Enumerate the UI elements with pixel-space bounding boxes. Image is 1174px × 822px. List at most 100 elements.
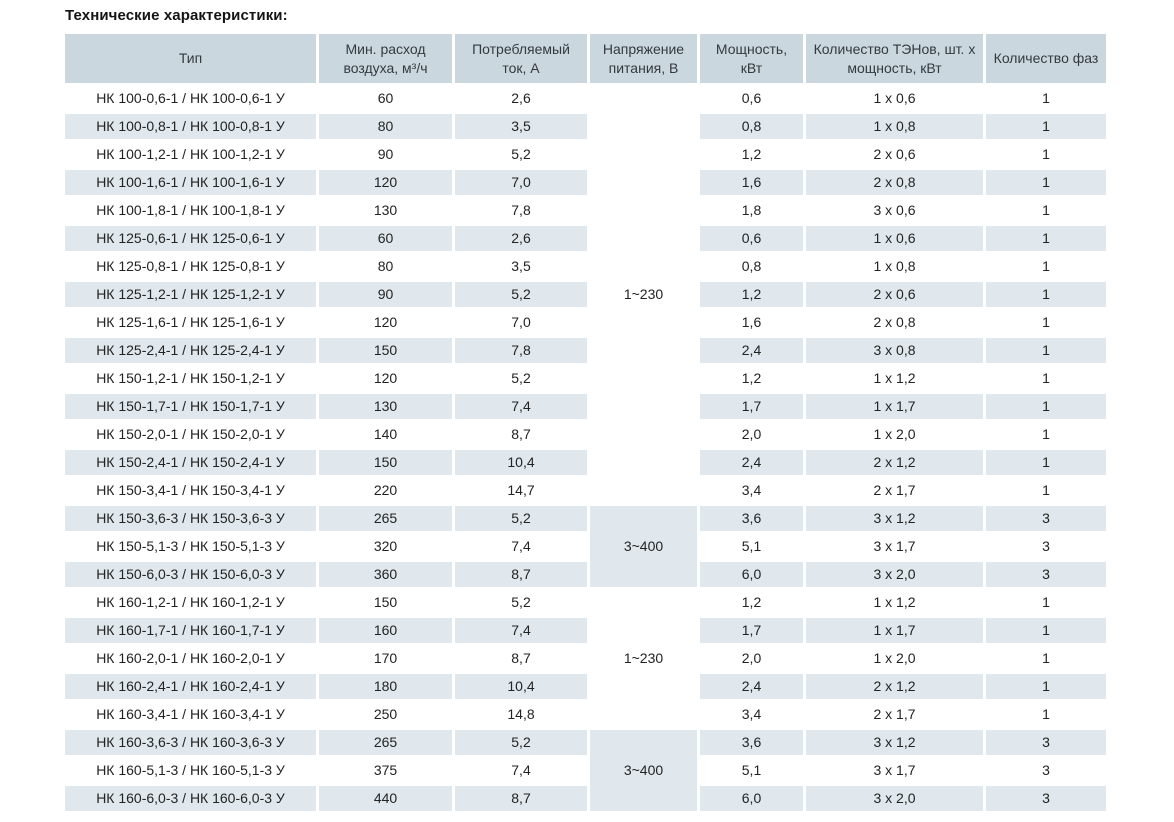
cell-phases: 3 xyxy=(986,758,1106,783)
cell-phases: 1 xyxy=(986,702,1106,727)
table-row: НК 160-5,1-3 / НК 160-5,1-3 У 375 7,4 5,1 3 … xyxy=(65,758,1106,783)
cell-type: НК 125-0,8-1 / НК 125-0,8-1 У xyxy=(65,254,316,279)
cell-tens: 3 х 0,8 xyxy=(806,338,983,363)
table-row: НК 160-2,0-1 / НК 160-2,0-1 У 170 8,7 2,0 1 … xyxy=(65,646,1106,671)
cell-tens: 1 х 1,7 xyxy=(806,394,983,419)
cell-phases: 1 xyxy=(986,170,1106,195)
cell-current: 7,0 xyxy=(455,310,587,335)
cell-power: 0,8 xyxy=(700,114,803,139)
cell-type: НК 150-6,0-3 / НК 150-6,0-3 У xyxy=(65,562,316,587)
cell-airflow: 250 xyxy=(319,702,452,727)
cell-current: 2,6 xyxy=(455,86,587,111)
cell-type: НК 125-0,6-1 / НК 125-0,6-1 У xyxy=(65,226,316,251)
cell-tens: 3 х 2,0 xyxy=(806,786,983,811)
cell-type: НК 125-1,6-1 / НК 125-1,6-1 У xyxy=(65,310,316,335)
cell-power: 1,6 xyxy=(700,310,803,335)
cell-airflow: 180 xyxy=(319,674,452,699)
cell-tens: 3 х 1,7 xyxy=(806,758,983,783)
cell-type: НК 160-2,4-1 / НК 160-2,4-1 У xyxy=(65,674,316,699)
cell-power: 3,6 xyxy=(700,506,803,531)
cell-power: 2,0 xyxy=(700,422,803,447)
table-row: НК 160-3,6-3 / НК 160-3,6-3 У 265 5,2 3~400… xyxy=(65,730,1106,811)
cell-phases: 3 xyxy=(986,534,1106,559)
cell-phases: 1 xyxy=(986,590,1106,615)
table-row: НК 150-6,0-3 / НК 150-6,0-3 У 360 8,7 6,0 3 … xyxy=(65,562,1106,587)
column-header-0: Тип xyxy=(65,34,316,83)
column-header-1: Мин. расход воздуха, м³/ч xyxy=(319,34,452,83)
cell-phases: 1 xyxy=(986,674,1106,699)
cell-power: 1,2 xyxy=(700,366,803,391)
cell-phases: 1 xyxy=(986,142,1106,167)
cell-tens: 1 х 0,8 xyxy=(806,114,983,139)
cell-phases: 1 xyxy=(986,366,1106,391)
cell-tens: 2 х 1,2 xyxy=(806,674,983,699)
cell-airflow: 320 xyxy=(319,534,452,559)
cell-current: 5,2 xyxy=(455,590,587,615)
table-row: НК 150-3,4-1 / НК 150-3,4-1 У 220 14,7 3,4 2… xyxy=(65,478,1106,503)
cell-type: НК 160-3,6-3 / НК 160-3,6-3 У xyxy=(65,730,316,755)
cell-power: 0,8 xyxy=(700,254,803,279)
cell-power: 3,4 xyxy=(700,478,803,503)
cell-type: НК 150-1,7-1 / НК 150-1,7-1 У xyxy=(65,394,316,419)
cell-airflow: 120 xyxy=(319,170,452,195)
cell-power: 1,2 xyxy=(700,590,803,615)
cell-type: НК 150-5,1-3 / НК 150-5,1-3 У xyxy=(65,534,316,559)
cell-airflow: 80 xyxy=(319,254,452,279)
table-row: НК 160-2,4-1 / НК 160-2,4-1 У 180 10,4 2,4 2… xyxy=(65,674,1106,699)
cell-type: НК 150-3,4-1 / НК 150-3,4-1 У xyxy=(65,478,316,503)
cell-current: 3,5 xyxy=(455,114,587,139)
table-row: НК 125-1,6-1 / НК 125-1,6-1 У 120 7,0 1,6 2 … xyxy=(65,310,1106,335)
cell-tens: 3 х 1,2 xyxy=(806,506,983,531)
table-row: НК 100-1,2-1 / НК 100-1,2-1 У 90 5,2 1,2 2 х… xyxy=(65,142,1106,167)
cell-type: НК 150-2,4-1 / НК 150-2,4-1 У xyxy=(65,450,316,475)
cell-power: 0,6 xyxy=(700,226,803,251)
cell-current: 14,7 xyxy=(455,478,587,503)
cell-current: 5,2 xyxy=(455,142,587,167)
cell-type: НК 160-2,0-1 / НК 160-2,0-1 У xyxy=(65,646,316,671)
cell-power: 1,6 xyxy=(700,170,803,195)
cell-tens: 2 х 0,8 xyxy=(806,170,983,195)
cell-airflow: 440 xyxy=(319,786,452,811)
cell-current: 7,8 xyxy=(455,338,587,363)
cell-tens: 3 х 1,7 xyxy=(806,534,983,559)
cell-tens: 1 х 2,0 xyxy=(806,422,983,447)
cell-current: 5,2 xyxy=(455,506,587,531)
cell-type: НК 125-2,4-1 / НК 125-2,4-1 У xyxy=(65,338,316,363)
table-row: НК 150-1,7-1 / НК 150-1,7-1 У 130 7,4 1,7 1 … xyxy=(65,394,1106,419)
cell-phases: 1 xyxy=(986,114,1106,139)
cell-type: НК 160-6,0-3 / НК 160-6,0-3 У xyxy=(65,786,316,811)
cell-type: НК 150-2,0-1 / НК 150-2,0-1 У xyxy=(65,422,316,447)
cell-type: НК 160-5,1-3 / НК 160-5,1-3 У xyxy=(65,758,316,783)
cell-current: 10,4 xyxy=(455,674,587,699)
cell-type: НК 100-1,2-1 / НК 100-1,2-1 У xyxy=(65,142,316,167)
cell-airflow: 120 xyxy=(319,310,452,335)
table-header-row: Тип Мин. расход воздуха, м³/ч Потребляемый… xyxy=(65,34,1106,83)
cell-power: 5,1 xyxy=(700,534,803,559)
cell-current: 3,5 xyxy=(455,254,587,279)
column-header-4: Мощность, кВт xyxy=(700,34,803,83)
column-header-3: Напряжение питания, В xyxy=(590,34,697,83)
cell-current: 7,4 xyxy=(455,534,587,559)
cell-type: НК 160-1,7-1 / НК 160-1,7-1 У xyxy=(65,618,316,643)
cell-airflow: 60 xyxy=(319,226,452,251)
cell-power: 2,4 xyxy=(700,450,803,475)
cell-tens: 1 х 2,0 xyxy=(806,646,983,671)
cell-phases: 3 xyxy=(986,562,1106,587)
column-header-2: Потребляемый ток, А xyxy=(455,34,587,83)
cell-current: 8,7 xyxy=(455,646,587,671)
cell-airflow: 360 xyxy=(319,562,452,587)
cell-tens: 2 х 0,6 xyxy=(806,282,983,307)
cell-tens: 1 х 1,7 xyxy=(806,618,983,643)
cell-airflow: 265 xyxy=(319,730,452,755)
cell-phases: 1 xyxy=(986,478,1106,503)
cell-current: 8,7 xyxy=(455,422,587,447)
cell-phases: 3 xyxy=(986,786,1106,811)
cell-current: 14,8 xyxy=(455,702,587,727)
cell-tens: 2 х 0,8 xyxy=(806,310,983,335)
cell-tens: 1 х 1,2 xyxy=(806,366,983,391)
cell-airflow: 220 xyxy=(319,478,452,503)
cell-tens: 2 х 1,7 xyxy=(806,702,983,727)
table-row: НК 100-0,8-1 / НК 100-0,8-1 У 80 3,5 0,8 1 х… xyxy=(65,114,1106,139)
cell-type: НК 100-0,8-1 / НК 100-0,8-1 У xyxy=(65,114,316,139)
